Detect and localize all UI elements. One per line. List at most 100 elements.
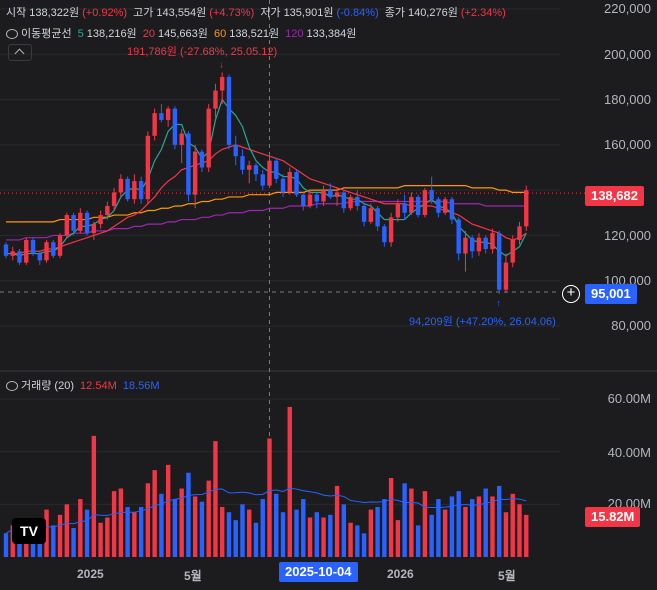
candle-body	[463, 237, 468, 254]
ma120-period: 120	[285, 28, 304, 40]
volume-bar	[220, 506, 225, 557]
y-tick: 120,000	[604, 228, 651, 243]
volume-bar	[510, 493, 515, 557]
candle-body	[44, 242, 49, 261]
ma20-value: 145,663원	[158, 28, 208, 40]
volume-bar	[395, 520, 401, 557]
volume-bar	[98, 522, 103, 557]
candle-body	[395, 203, 401, 218]
candle-body	[78, 212, 83, 231]
volume-bar	[84, 509, 90, 557]
volume-bar	[280, 512, 286, 557]
visibility-icon[interactable]	[6, 381, 18, 392]
candle-body	[361, 205, 367, 222]
low-marker: ↑	[496, 298, 501, 308]
volume-bar	[314, 512, 319, 557]
volume-bar	[138, 506, 144, 557]
volume-bar	[463, 506, 468, 557]
candle-body	[24, 239, 29, 263]
volume-bar	[328, 514, 333, 557]
volume-bar	[287, 406, 292, 557]
y-tick: 160,000	[604, 137, 651, 152]
candle-body	[456, 219, 461, 254]
candle-body	[314, 194, 319, 202]
volume-bar	[226, 512, 232, 557]
ma-legend[interactable]: 이동평균선 5 138,216원 20 145,663원 60 138,521원 12…	[6, 25, 359, 41]
y-tick: 200,000	[604, 47, 651, 62]
volume-bar	[490, 496, 495, 557]
candle-body	[199, 151, 205, 168]
candle-body	[84, 212, 90, 234]
x-tick: 2026	[387, 567, 414, 581]
candle-body	[226, 76, 232, 145]
volume-bar	[260, 499, 265, 557]
volume-bar	[422, 491, 428, 557]
volume-bar	[179, 488, 184, 557]
volume-tick: 60.00M	[607, 391, 651, 406]
candle-body	[328, 190, 333, 197]
ma5-value: 138,216원	[86, 28, 137, 40]
volume-bar	[334, 485, 340, 557]
candle-body	[71, 215, 76, 231]
volume-bar	[382, 499, 387, 557]
volume-bar	[388, 478, 394, 557]
low-label: 저가	[260, 7, 281, 19]
volume-bar	[145, 483, 151, 557]
volume-bar	[91, 435, 97, 557]
candle-body	[260, 174, 265, 186]
candle-body	[179, 133, 184, 145]
candle-body	[247, 165, 252, 170]
candle-body	[159, 113, 164, 120]
candle-body	[30, 239, 36, 254]
close-value: 140,276원	[407, 7, 458, 19]
volume-bar	[368, 509, 374, 557]
candle-body	[10, 251, 15, 256]
ma120-line	[6, 200, 527, 241]
close-change: (+2.34%)	[460, 7, 506, 19]
ma20-period: 20	[142, 28, 155, 40]
y-tick: 180,000	[604, 92, 651, 107]
volume-bar	[51, 525, 56, 557]
high-change: (+4.73%)	[209, 7, 255, 19]
volume-bar	[469, 499, 475, 557]
volume-bar	[503, 512, 509, 557]
volume-bar	[37, 533, 42, 557]
ma5-period: 5	[77, 28, 84, 40]
low-change: (-0.84%)	[336, 7, 379, 19]
candle-body	[442, 199, 448, 213]
visibility-icon[interactable]	[6, 29, 18, 40]
candle-body	[192, 151, 198, 195]
collapse-legend-button[interactable]	[8, 44, 32, 61]
candle-body	[382, 226, 387, 243]
volume-bar	[105, 517, 110, 557]
open-change: (+0.92%)	[82, 7, 128, 19]
crosshair-date-tag: 2025-10-04	[279, 562, 358, 582]
volume-bar	[78, 499, 83, 557]
candle-body	[186, 133, 191, 195]
candle-body	[517, 226, 522, 240]
ma5-line	[6, 98, 527, 257]
candle-body	[429, 190, 434, 200]
candle-body	[409, 196, 414, 213]
candle-body	[503, 262, 509, 290]
candle-body	[233, 144, 238, 157]
volume-bar	[206, 480, 211, 557]
ohlc-legend: 시작 138,322원 (+0.92%) 고가 143,554원 (+4.73%) 저가…	[6, 4, 509, 20]
volume-bar	[348, 522, 353, 557]
candle-body	[490, 233, 495, 250]
volume-bar	[274, 493, 279, 557]
volume-bar	[111, 491, 117, 557]
candle-body	[436, 199, 441, 213]
candle-body	[240, 156, 245, 170]
volume-bar	[436, 499, 441, 557]
volume-bar	[118, 488, 124, 557]
candle-body	[375, 208, 380, 227]
volume-bar	[456, 491, 461, 557]
candle-body	[64, 215, 70, 236]
add-alert-icon[interactable]: +	[562, 285, 580, 303]
candle-body	[213, 90, 218, 109]
open-label: 시작	[6, 7, 27, 19]
volume-bar	[375, 506, 380, 557]
x-tick: 2025	[77, 567, 104, 581]
